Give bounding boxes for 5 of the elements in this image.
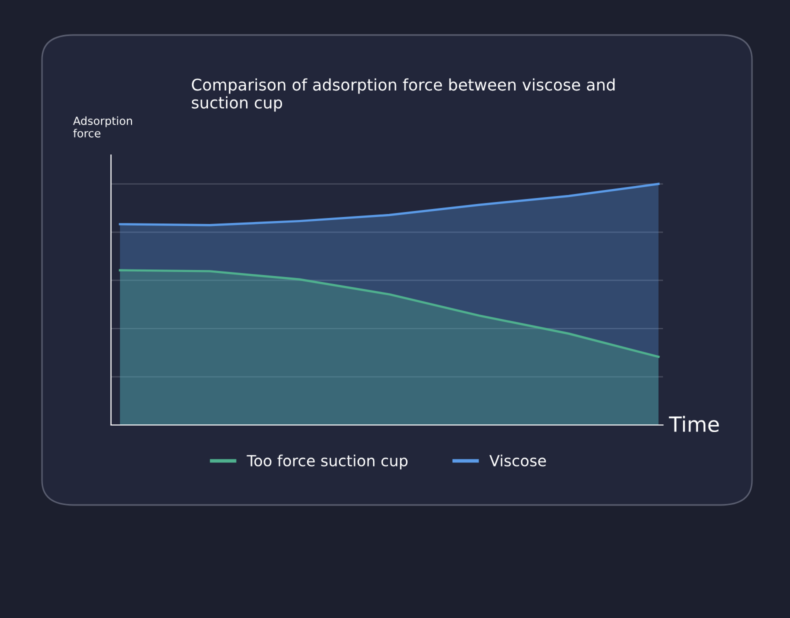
x-axis-title: Time <box>668 416 719 432</box>
legend-label: Viscose <box>489 454 546 466</box>
chart-title: Comparison of adsorption force between viscose and suction cup <box>192 78 615 112</box>
y-axis-title: Adsorption force <box>73 116 132 138</box>
legend-label: Too force suction cup <box>246 454 408 470</box>
